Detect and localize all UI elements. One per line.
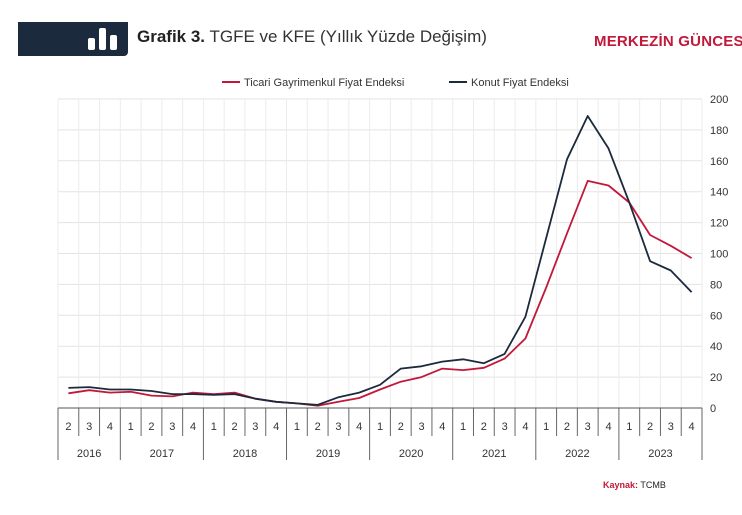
x-year-label: 2020 xyxy=(399,448,423,460)
x-quarter-label: 2 xyxy=(481,421,487,433)
brand-logo-text: MERKEZİN GÜNCES xyxy=(594,33,742,50)
x-quarter-label: 3 xyxy=(668,421,674,433)
x-quarter-label: 4 xyxy=(356,421,362,433)
x-quarter-label: 3 xyxy=(335,421,341,433)
x-year-label: 2022 xyxy=(565,448,589,460)
x-quarter-label: 4 xyxy=(273,421,279,433)
y-tick-label: 180 xyxy=(710,125,728,137)
x-quarter-label: 1 xyxy=(543,421,549,433)
x-quarter-label: 3 xyxy=(86,421,92,433)
x-quarter-label: 4 xyxy=(439,421,445,433)
x-quarter-label: 1 xyxy=(460,421,466,433)
x-quarter-label: 4 xyxy=(190,421,196,433)
x-quarter-label: 4 xyxy=(689,421,695,433)
x-quarter-label: 2 xyxy=(232,421,238,433)
x-year-label: 2023 xyxy=(648,448,672,460)
legend-label: Konut Fiyat Endeksi xyxy=(471,77,569,89)
title-badge xyxy=(18,22,128,56)
x-year-label: 2017 xyxy=(150,448,174,460)
x-quarter-label: 1 xyxy=(211,421,217,433)
y-tick-label: 160 xyxy=(710,156,728,168)
y-tick-label: 200 xyxy=(710,94,728,106)
source-note: Kaynak: TCMB xyxy=(603,480,666,490)
chart-title-number: Grafik 3. xyxy=(137,27,206,46)
series-line-konut xyxy=(68,115,693,406)
x-year-label: 2018 xyxy=(233,448,257,460)
x-quarter-label: 1 xyxy=(377,421,383,433)
y-tick-label: 140 xyxy=(710,187,728,199)
bar-chart-icon xyxy=(88,28,117,50)
legend-label: Ticari Gayrimenkul Fiyat Endeksi xyxy=(244,77,404,89)
source-value: TCMB xyxy=(640,480,666,490)
x-quarter-label: 1 xyxy=(294,421,300,433)
x-quarter-label: 3 xyxy=(252,421,258,433)
x-year-label: 2021 xyxy=(482,448,506,460)
x-quarter-label: 2 xyxy=(65,421,71,433)
x-quarter-label: 4 xyxy=(605,421,611,433)
x-quarter-label: 2 xyxy=(148,421,154,433)
x-quarter-label: 3 xyxy=(585,421,591,433)
source-label: Kaynak: xyxy=(603,480,639,490)
y-tick-label: 40 xyxy=(710,341,722,353)
x-quarter-label: 3 xyxy=(418,421,424,433)
x-quarter-label: 3 xyxy=(169,421,175,433)
chart-title: Grafik 3. TGFE ve KFE (Yıllık Yüzde Deği… xyxy=(137,27,487,47)
x-quarter-label: 2 xyxy=(398,421,404,433)
series-line-ticari-gayrimenkul xyxy=(68,179,693,407)
y-tick-label: 20 xyxy=(710,372,722,384)
x-quarter-label: 1 xyxy=(128,421,134,433)
y-tick-label: 0 xyxy=(710,403,716,415)
x-year-label: 2016 xyxy=(77,448,101,460)
x-quarter-label: 2 xyxy=(315,421,321,433)
x-quarter-label: 1 xyxy=(626,421,632,433)
x-year-label: 2019 xyxy=(316,448,340,460)
y-tick-label: 80 xyxy=(710,279,722,291)
x-quarter-label: 4 xyxy=(522,421,528,433)
chart-title-text: TGFE ve KFE (Yıllık Yüzde Değişim) xyxy=(209,27,487,46)
x-quarter-label: 3 xyxy=(502,421,508,433)
y-tick-label: 100 xyxy=(710,249,728,261)
x-quarter-label: 4 xyxy=(107,421,113,433)
x-quarter-label: 2 xyxy=(647,421,653,433)
x-quarter-label: 2 xyxy=(564,421,570,433)
y-tick-label: 120 xyxy=(710,218,728,230)
y-tick-label: 60 xyxy=(710,310,722,322)
